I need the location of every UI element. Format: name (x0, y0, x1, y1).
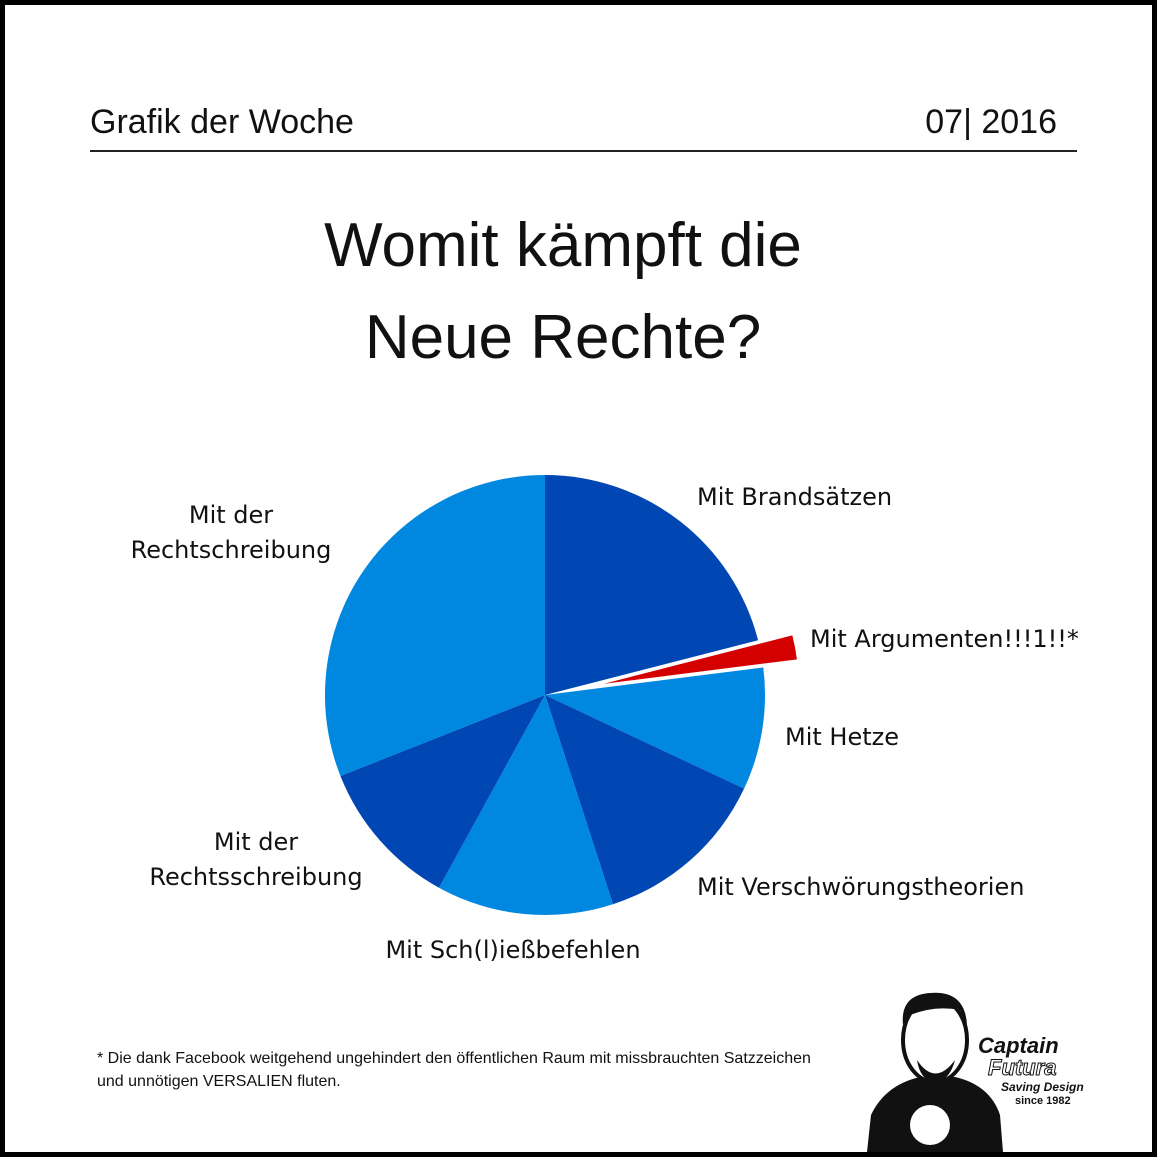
chart-title: Womit kämpft die Neue Rechte? (324, 211, 802, 372)
pie-slice (545, 475, 759, 695)
slice-label: Mit der Rechtsschreibung (149, 828, 363, 891)
pie-slice (545, 667, 765, 789)
slice-label: Mit Argumenten!!!1!!* (810, 625, 1079, 653)
slice-label: Mit Hetze (785, 723, 899, 751)
slice-label: Mit Sch(l)ießbefehlen (385, 936, 641, 964)
slice-label: Mit der Rechtschreibung (130, 501, 332, 564)
pie-slice (545, 695, 745, 905)
header-rule (90, 150, 1077, 152)
logo-name2: Futura (987, 1055, 1057, 1081)
pie-slice (579, 631, 801, 690)
header-left: Grafik der Woche (90, 103, 354, 141)
slice-label: Mit Brandsätzen (697, 483, 893, 511)
pie-slice (325, 475, 545, 776)
logo-name: Captain (978, 1033, 1059, 1058)
logo-since: since 1982 (1015, 1095, 1071, 1107)
footnote: * Die dank Facebook weitgehend ungehinde… (97, 1050, 811, 1090)
header-right: 07| 2016 (925, 103, 1057, 141)
pie-chart (325, 475, 801, 915)
pie-slice (340, 695, 545, 888)
slice-label: Mit Verschwörungstheorien (697, 873, 1025, 901)
logo-tagline: Saving Design (1001, 1080, 1084, 1094)
pie-slice (439, 695, 613, 915)
